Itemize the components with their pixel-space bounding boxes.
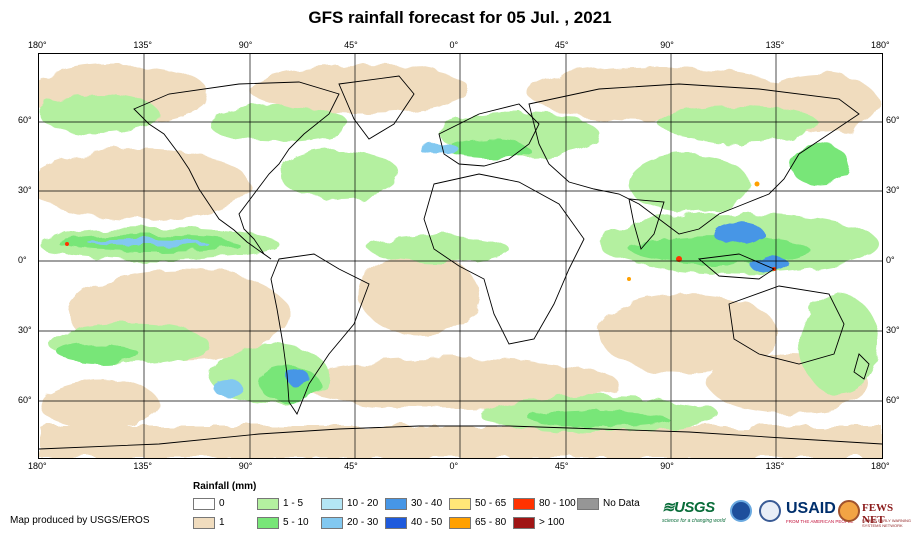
usgs-tagline: science for a changing world — [662, 518, 726, 524]
legend-swatch — [577, 498, 599, 510]
legend-label: 0 — [219, 498, 225, 509]
new-zealand — [853, 353, 870, 380]
x-tick-bottom: 135° — [133, 461, 152, 471]
y-tick-right: 60° — [886, 395, 900, 405]
usaid-tagline: FROM THE AMERICAN PEOPLE — [786, 519, 854, 524]
legend-swatch — [193, 498, 215, 510]
x-tick-top: 90° — [660, 40, 674, 50]
legend-swatch — [449, 517, 471, 529]
legend-label: 80 - 100 — [539, 498, 576, 509]
legend-swatch — [257, 517, 279, 529]
map-canvas — [39, 54, 882, 458]
noaa-logo-icon — [730, 500, 752, 522]
x-tick-bottom: 90° — [660, 461, 674, 471]
africa — [423, 173, 585, 345]
india — [628, 198, 665, 250]
antarctica — [39, 425, 882, 450]
coastlines — [39, 75, 882, 450]
y-tick-right: 30° — [886, 325, 900, 335]
legend-label: > 100 — [539, 517, 565, 528]
europe — [438, 103, 540, 167]
graticule — [39, 54, 882, 458]
x-tick-top: 0° — [449, 40, 459, 50]
x-tick-bottom: 45° — [554, 461, 569, 471]
x-tick-bottom: 135° — [765, 461, 785, 471]
legend-swatch — [513, 498, 535, 510]
heavy-rain-spot — [627, 277, 631, 281]
legend-swatch — [257, 498, 279, 510]
y-tick-left: 60° — [18, 115, 32, 125]
legend-label: 65 - 80 — [475, 517, 507, 528]
y-tick-right: 30° — [886, 185, 900, 195]
heavy-rain-spot — [65, 242, 69, 246]
x-tick-top: 45° — [554, 40, 569, 50]
legend-title: Rainfall (mm) — [193, 481, 257, 492]
y-tick-left: 60° — [18, 395, 32, 405]
legend-swatch — [385, 498, 407, 510]
legend-label: 30 - 40 — [411, 498, 443, 509]
heavy-rain-spot — [676, 256, 682, 262]
legend-label: No Data — [603, 498, 640, 509]
y-tick-left: 30° — [18, 325, 32, 335]
legend-swatch — [193, 517, 215, 529]
usaid-seal-icon — [759, 500, 781, 522]
x-tick-bottom: 45° — [344, 461, 358, 471]
legend-swatch — [449, 498, 471, 510]
map-title: GFS rainfall forecast for 05 Jul. , 2021 — [308, 8, 612, 27]
legend-label: 20 - 30 — [347, 517, 379, 528]
usgs-logo: ≋USGS — [662, 499, 715, 516]
x-tick-top: 135° — [133, 40, 152, 50]
legend-swatch — [385, 517, 407, 529]
fews-net-logo: FEWS NET — [862, 502, 894, 526]
x-tick-top: 45° — [344, 40, 358, 50]
x-tick-top: 180° — [28, 40, 47, 50]
north-america — [133, 81, 340, 260]
x-tick-bottom: 180° — [871, 461, 890, 471]
credit-text: Map produced by USGS/EROS — [10, 515, 150, 526]
greenland — [338, 75, 415, 140]
indonesia — [697, 253, 775, 280]
legend-swatch — [321, 517, 343, 529]
y-tick-right: 0° — [886, 255, 895, 265]
fews-tagline: FAMINE EARLY WARNING SYSTEMS NETWORK — [862, 518, 912, 528]
asia — [528, 83, 860, 235]
x-tick-top: 90° — [238, 40, 253, 50]
legend-label: 40 - 50 — [411, 517, 443, 528]
heavy-rain-spot — [754, 181, 760, 187]
y-tick-right: 60° — [886, 115, 900, 125]
rainfall-map — [38, 53, 883, 459]
legend-label: 1 - 5 — [283, 498, 304, 509]
legend-label: 10 - 20 — [347, 498, 379, 509]
legend-swatch — [321, 498, 343, 510]
x-tick-top: 180° — [871, 40, 890, 50]
fews-globe-icon — [838, 500, 860, 522]
usaid-logo: USAID — [786, 500, 836, 517]
legend-label: 50 - 65 — [475, 498, 507, 509]
australia — [728, 285, 845, 365]
x-tick-bottom: 0° — [449, 461, 459, 471]
y-tick-left: 30° — [18, 185, 32, 195]
x-tick-top: 135° — [765, 40, 785, 50]
legend-label: 1 — [219, 517, 225, 528]
south-america — [270, 253, 370, 415]
agency-logos: ≋USGS science for a changing world USAID… — [662, 496, 914, 532]
rainfall-field — [39, 54, 882, 458]
y-tick-left: 0° — [18, 255, 27, 265]
legend-swatch — [513, 517, 535, 529]
x-tick-bottom: 90° — [238, 461, 253, 471]
x-tick-bottom: 180° — [28, 461, 47, 471]
legend-label: 5 - 10 — [283, 517, 309, 528]
